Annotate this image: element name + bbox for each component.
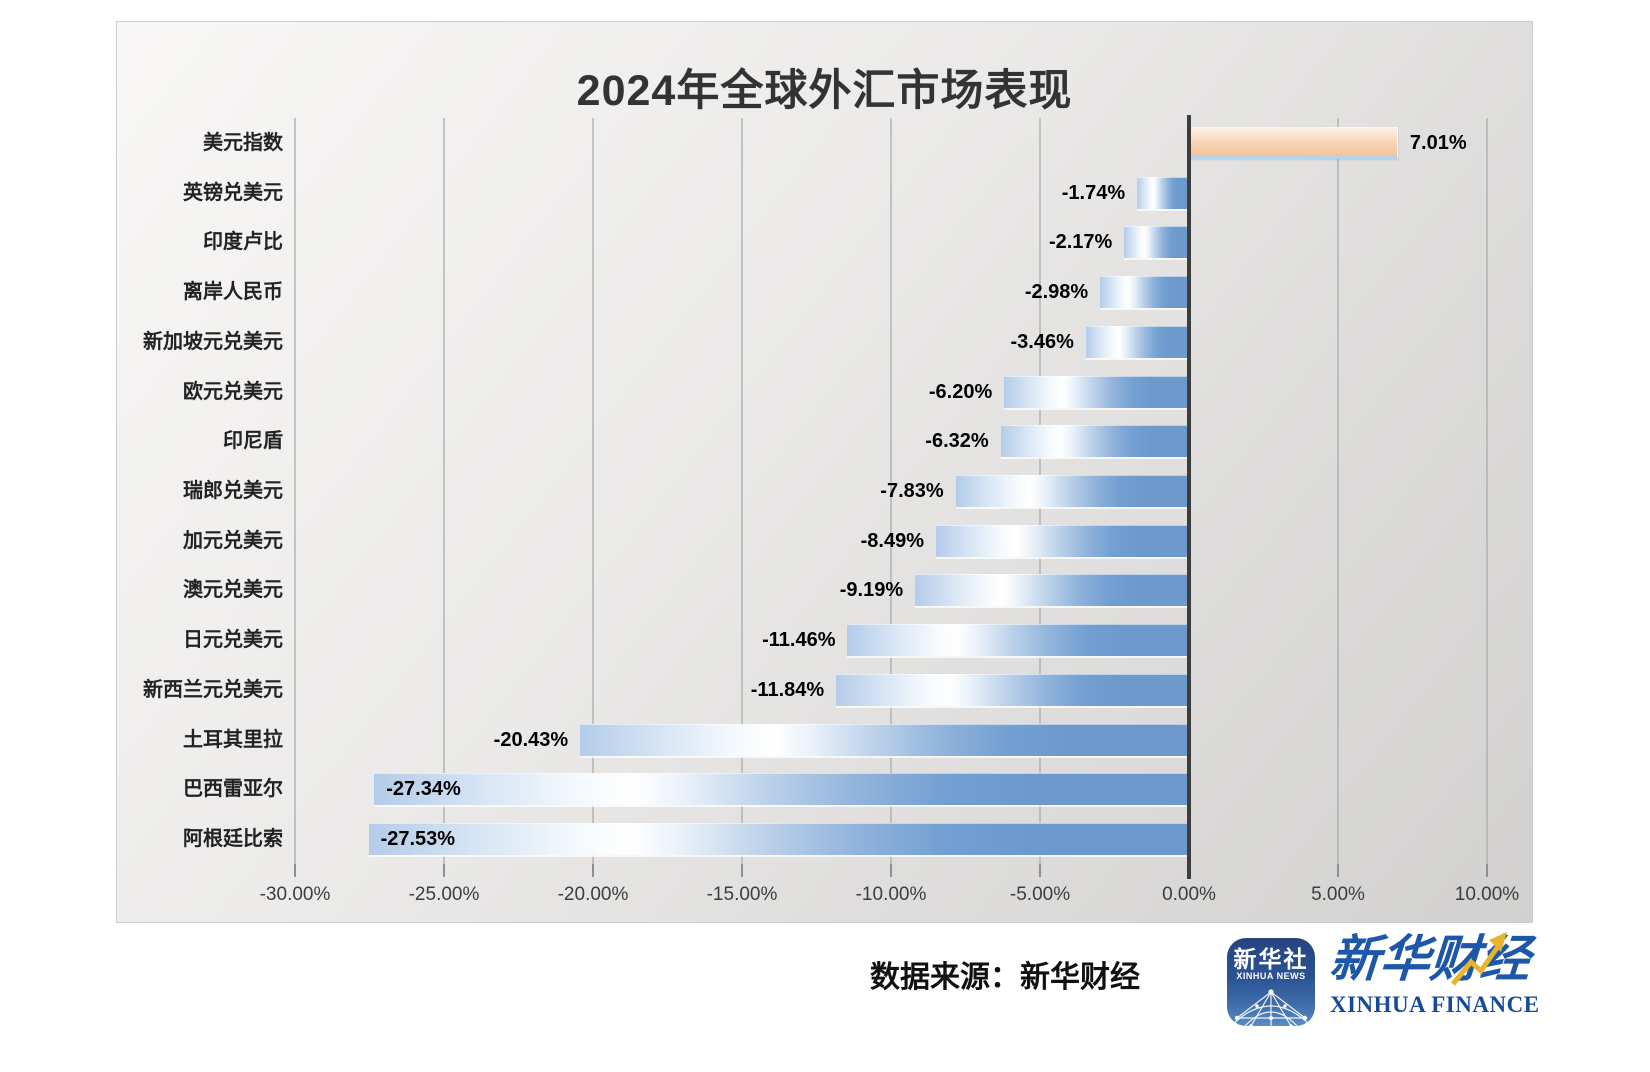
chart-card: 2024年全球外汇市场表现 -30.00% -25.00% -20.00% -15.0… xyxy=(116,21,1533,923)
category-label: 巴西雷亚尔 xyxy=(183,778,283,801)
bar-阿根廷比索 xyxy=(368,823,1189,856)
x-axis-tick-label: -5.00% xyxy=(1009,884,1071,905)
tick-mark-5.00% xyxy=(1337,864,1339,877)
plot-area: -30.00% -25.00% -20.00% -15.00% -10.00% -5.00… xyxy=(143,115,1519,905)
category-label: 加元兑美元 xyxy=(183,529,283,552)
tick-mark-10.00% xyxy=(1486,864,1488,877)
network-globe-icon xyxy=(1230,989,1312,1026)
value-label: 7.01% xyxy=(1409,131,1467,154)
gridline--30.00% xyxy=(294,118,296,864)
gridline-10.00% xyxy=(1486,118,1488,864)
x-axis-tick-label: -25.00% xyxy=(408,884,480,905)
category-label: 英镑兑美元 xyxy=(183,181,283,204)
tick-mark--20.00% xyxy=(592,864,594,877)
zero-axis-line xyxy=(1187,115,1191,879)
bar-离岸人民币 xyxy=(1100,276,1189,309)
value-label: -11.84% xyxy=(750,678,825,701)
chart-title: 2024年全球外汇市场表现 xyxy=(576,67,1073,115)
value-label: -6.32% xyxy=(925,430,989,453)
x-axis-tick-label: -30.00% xyxy=(259,884,331,905)
category-label: 印尼盾 xyxy=(223,430,283,453)
bar-欧元兑美元 xyxy=(1004,375,1189,408)
tick-mark--10.00% xyxy=(890,864,892,877)
category-label: 新西兰元兑美元 xyxy=(143,678,283,701)
bar-加元兑美元 xyxy=(935,524,1189,557)
xinhua-news-logo: 新华社 XINHUA NEWS xyxy=(1227,938,1315,1026)
tick-mark--15.00% xyxy=(741,864,743,877)
gridline--15.00% xyxy=(741,118,743,864)
gridline--20.00% xyxy=(592,118,594,864)
bar-瑞郎兑美元 xyxy=(955,475,1189,507)
value-label: -8.49% xyxy=(860,529,924,552)
value-label: -7.83% xyxy=(880,480,944,502)
category-label: 美元指数 xyxy=(203,131,283,154)
value-label: -2.17% xyxy=(1048,231,1113,254)
bar-土耳其里拉 xyxy=(580,723,1189,756)
xinhua-news-logo-cn: 新华社 xyxy=(1233,946,1309,972)
value-label: -20.43% xyxy=(493,728,569,751)
rising-arrow-icon xyxy=(1451,932,1507,986)
bar-英镑兑美元 xyxy=(1137,176,1189,209)
category-label: 新加坡元兑美元 xyxy=(143,330,283,353)
x-axis-tick-label: 10.00% xyxy=(1454,884,1520,905)
category-label: 土耳其里拉 xyxy=(183,728,283,751)
bar-美元指数 xyxy=(1189,126,1398,159)
gridline--10.00% xyxy=(890,118,892,864)
xinhua-finance-logo-en: XINHUA FINANCE xyxy=(1330,992,1540,1017)
bar-日元兑美元 xyxy=(847,624,1189,657)
bar-澳元兑美元 xyxy=(915,574,1189,607)
x-axis-tick-label: 0.00% xyxy=(1162,884,1216,905)
value-label: -1.74% xyxy=(1061,181,1126,204)
value-label: -27.34% xyxy=(386,778,461,801)
category-label: 离岸人民币 xyxy=(183,281,283,304)
bar-巴西雷亚尔 xyxy=(374,773,1189,806)
category-label: 瑞郎兑美元 xyxy=(183,480,283,502)
data-source-label: 数据来源：新华财经 xyxy=(870,961,1140,994)
category-label: 日元兑美元 xyxy=(183,629,283,652)
bar-新加坡元兑美元 xyxy=(1085,325,1189,358)
x-axis-tick-label: -10.00% xyxy=(855,884,927,905)
x-axis-tick-label: -15.00% xyxy=(706,884,778,905)
bar-印度卢比 xyxy=(1124,226,1189,259)
value-label: -3.46% xyxy=(1010,330,1074,353)
tick-mark--30.00% xyxy=(294,864,296,877)
category-label: 印度卢比 xyxy=(203,231,283,254)
tick-mark--25.00% xyxy=(443,864,445,877)
value-label: -2.98% xyxy=(1024,281,1089,304)
category-label: 澳元兑美元 xyxy=(183,579,283,602)
category-label: 阿根廷比索 xyxy=(183,828,283,851)
tick-mark--5.00% xyxy=(1039,864,1041,877)
bar-印尼盾 xyxy=(1000,425,1189,458)
x-axis-tick-label: -20.00% xyxy=(557,884,629,905)
gridline--25.00% xyxy=(443,118,445,864)
value-label: -11.46% xyxy=(762,629,836,652)
value-label: -9.19% xyxy=(839,579,904,602)
value-label: -6.20% xyxy=(928,380,993,403)
category-label: 欧元兑美元 xyxy=(183,380,283,403)
x-axis-tick-label: 5.00% xyxy=(1311,884,1365,905)
gridline-5.00% xyxy=(1337,118,1339,864)
value-label: -27.53% xyxy=(380,828,456,851)
bar-新西兰元兑美元 xyxy=(836,673,1189,706)
xinhua-news-logo-en: XINHUA NEWS xyxy=(1236,971,1306,981)
xinhua-finance-logo: 新华财经 XINHUA FINANCE xyxy=(1328,930,1545,1030)
